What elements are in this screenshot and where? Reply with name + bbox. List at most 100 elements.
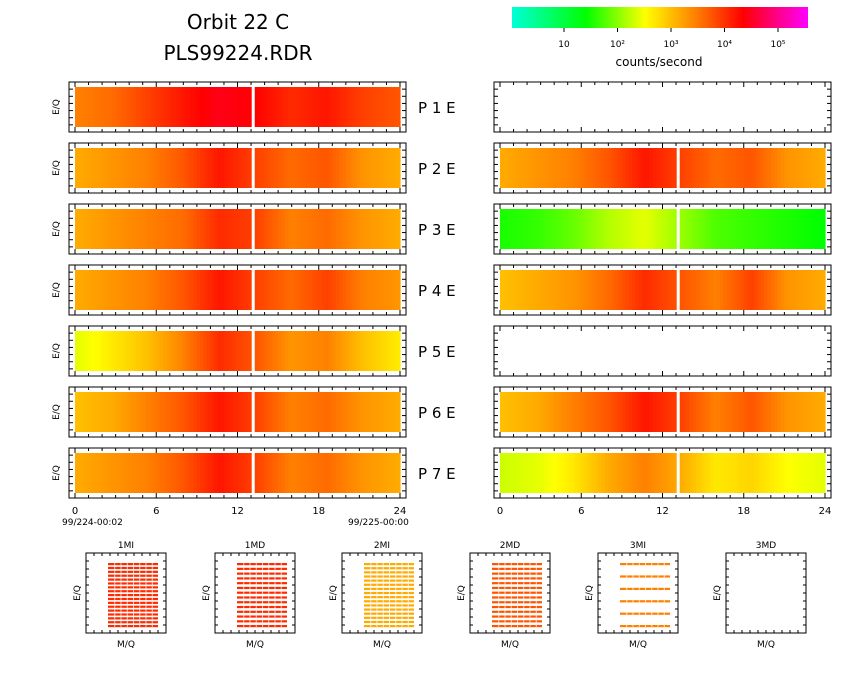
spectrogram-cell — [709, 148, 714, 188]
spectrogram-cell — [574, 148, 579, 188]
spectrogram-cell — [220, 392, 225, 432]
spectrogram-cell — [274, 87, 279, 127]
spectrogram-cell — [281, 87, 286, 127]
spectrogram-cell — [814, 392, 819, 432]
mq-xlabel: M/Q — [373, 640, 391, 650]
spectrogram-cell — [672, 392, 677, 432]
panel-ylabel: E/Q — [52, 404, 62, 420]
spectrogram-cell — [386, 148, 391, 188]
spectrogram-cell — [135, 392, 140, 432]
spectrogram-cell — [352, 87, 357, 127]
spectrogram-cell — [523, 453, 528, 493]
spectrogram-cell — [791, 148, 796, 188]
spectrogram-cell — [166, 392, 171, 432]
spectrogram-cell — [774, 392, 779, 432]
spectrogram-cell — [625, 453, 630, 493]
spectrogram-cell — [159, 331, 164, 371]
spectrogram-cell — [267, 87, 272, 127]
spectrogram-cell — [780, 148, 785, 188]
spectrogram-cell — [369, 87, 374, 127]
spectrogram-cell — [237, 148, 242, 188]
spectrogram-cell — [379, 453, 384, 493]
spectrogram-cell — [359, 453, 364, 493]
spectrogram-cell — [332, 331, 337, 371]
spectrogram-cell — [328, 209, 333, 249]
spectrogram-cell — [102, 392, 107, 432]
spectrogram-cell — [332, 270, 337, 310]
spectrogram-cell — [530, 148, 535, 188]
spectrogram-cell — [119, 331, 123, 371]
spectrogram-cell — [119, 392, 123, 432]
spectrogram-cell — [604, 209, 609, 249]
spectrogram-cell — [308, 209, 313, 249]
spectrogram-cell — [706, 148, 711, 188]
spectrogram-cell — [625, 392, 630, 432]
spectrogram-cell — [510, 270, 515, 310]
spectrogram-cell — [207, 270, 212, 310]
spectrogram-cell — [774, 270, 779, 310]
spectrogram-cell — [125, 392, 130, 432]
spectrogram-cell — [315, 209, 320, 249]
spectrogram-cell — [284, 209, 289, 249]
spectrogram-cell — [747, 270, 752, 310]
spectrogram-cell — [129, 331, 134, 371]
spectrogram-cell — [190, 270, 195, 310]
spectrogram-cell — [254, 209, 259, 249]
spectrogram-cell — [223, 270, 228, 310]
spectrogram-cell — [203, 209, 208, 249]
spectrogram-cell — [234, 392, 239, 432]
spectrogram-cell — [95, 331, 100, 371]
spectrogram-cell — [601, 209, 606, 249]
spectrogram-cell — [88, 87, 93, 127]
spectrogram-cell — [669, 209, 674, 249]
spectrogram-cell — [797, 148, 802, 188]
spectrogram-cell — [764, 270, 769, 310]
spectrogram-cell — [359, 392, 364, 432]
spectrogram-cell — [213, 331, 218, 371]
mq-gap — [657, 563, 659, 627]
spectrogram-cell — [166, 209, 171, 249]
spectrogram-cell — [588, 209, 593, 249]
spectrogram-cell — [102, 270, 107, 310]
spectrogram-cell — [311, 331, 316, 371]
spectrogram-cell — [396, 331, 401, 371]
spectrogram-cell — [322, 331, 327, 371]
spectrogram-cell — [254, 453, 259, 493]
spectrogram-cell — [753, 392, 758, 432]
spectrogram-cell — [207, 392, 212, 432]
spectrogram-cell — [217, 209, 222, 249]
spectrogram-cell — [345, 331, 350, 371]
spectrogram-cell — [598, 209, 603, 249]
spectrogram-cell — [625, 209, 630, 249]
spectrogram-cell — [659, 453, 664, 493]
spectrogram-cell — [186, 87, 191, 127]
colorbar-tick-label: 10⁵ — [770, 40, 785, 50]
spectrogram-cell — [112, 453, 117, 493]
spectrogram-cell — [608, 148, 613, 188]
spectrogram-cell — [396, 270, 401, 310]
spectrogram-cell — [386, 331, 391, 371]
spectrogram-cell — [112, 331, 117, 371]
spectrogram-cell — [98, 331, 103, 371]
spectrogram-cell — [699, 392, 704, 432]
spectrogram-cell — [747, 453, 752, 493]
spectrogram-cell — [389, 148, 394, 188]
spectrogram-cell — [328, 331, 333, 371]
panel-frame — [493, 81, 832, 133]
spectrogram-cell — [122, 331, 127, 371]
spectrogram-cell — [530, 209, 535, 249]
spectrogram-cell — [652, 453, 657, 493]
spectrogram-cell — [237, 331, 242, 371]
spectrogram-cell — [95, 209, 100, 249]
spectrogram-cell — [234, 270, 239, 310]
spectrogram-cell — [105, 87, 110, 127]
spectrogram-cell — [537, 209, 542, 249]
spectrogram-cell — [176, 209, 181, 249]
spectrogram-cell — [183, 453, 188, 493]
mq-gap — [249, 563, 251, 627]
spectrogram-cell — [777, 270, 782, 310]
spectrogram-cell — [598, 453, 603, 493]
spectrogram-cell — [278, 148, 283, 188]
spectrogram-cell — [88, 453, 93, 493]
spectrogram-cell — [513, 209, 518, 249]
